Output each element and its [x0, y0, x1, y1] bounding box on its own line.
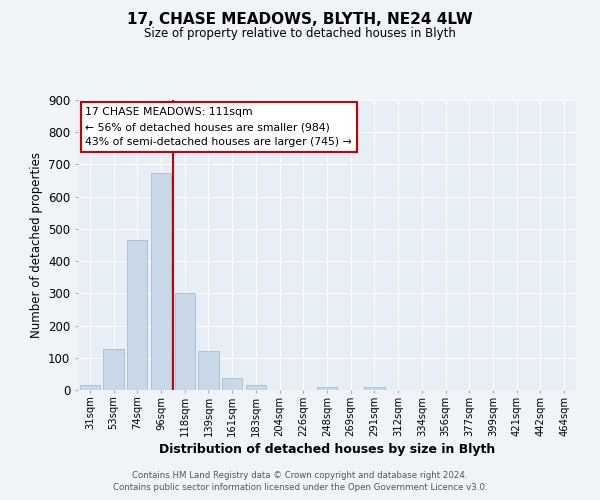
- Text: Size of property relative to detached houses in Blyth: Size of property relative to detached ho…: [144, 28, 456, 40]
- Bar: [127, 240, 148, 390]
- Bar: [317, 388, 337, 390]
- Text: 17 CHASE MEADOWS: 111sqm
← 56% of detached houses are smaller (984)
43% of semi-: 17 CHASE MEADOWS: 111sqm ← 56% of detach…: [85, 108, 352, 147]
- Bar: [103, 349, 124, 390]
- Bar: [364, 388, 385, 390]
- Bar: [246, 386, 266, 390]
- Y-axis label: Number of detached properties: Number of detached properties: [29, 152, 43, 338]
- Bar: [80, 385, 100, 390]
- Bar: [199, 352, 218, 390]
- Text: Distribution of detached houses by size in Blyth: Distribution of detached houses by size …: [159, 442, 495, 456]
- Bar: [175, 292, 195, 390]
- Bar: [222, 378, 242, 390]
- Text: 17, CHASE MEADOWS, BLYTH, NE24 4LW: 17, CHASE MEADOWS, BLYTH, NE24 4LW: [127, 12, 473, 28]
- Bar: [151, 174, 171, 390]
- Text: Contains HM Land Registry data © Crown copyright and database right 2024.
Contai: Contains HM Land Registry data © Crown c…: [113, 471, 487, 492]
